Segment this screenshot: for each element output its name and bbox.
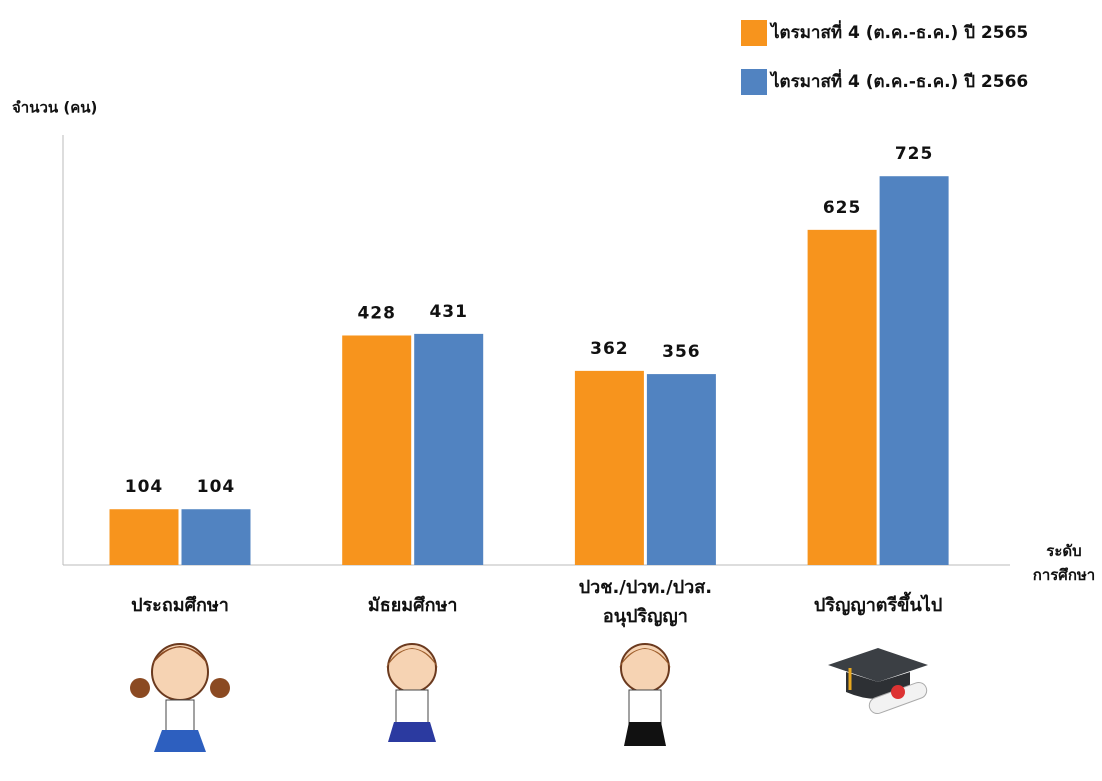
bar bbox=[109, 509, 179, 565]
x-tick-label: ประถมศึกษา bbox=[131, 595, 229, 616]
illustration-secondary bbox=[386, 643, 438, 742]
value-label: 104 bbox=[197, 477, 236, 497]
bar bbox=[879, 176, 949, 565]
value-label: 362 bbox=[590, 339, 629, 359]
bar bbox=[181, 509, 251, 565]
value-label: 104 bbox=[125, 477, 164, 497]
x-tick-label: ปวช./ปวท./ปวส.อนุปริญญา bbox=[579, 577, 712, 628]
bar bbox=[414, 333, 484, 565]
bar bbox=[342, 335, 412, 565]
value-label: 428 bbox=[357, 303, 396, 323]
value-label: 725 bbox=[895, 144, 934, 164]
bar bbox=[646, 374, 716, 565]
illustration-primary bbox=[130, 643, 230, 752]
value-label: 356 bbox=[662, 342, 701, 362]
bar bbox=[574, 370, 644, 565]
illustration-vocational bbox=[619, 643, 671, 746]
x-axis-label: ระดับการศึกษา bbox=[1033, 542, 1095, 584]
value-label: 625 bbox=[823, 198, 862, 218]
bar bbox=[807, 229, 877, 565]
legend-label: ไตรมาสที่ 4 (ต.ค.-ธ.ค.) ปี 2566 bbox=[769, 69, 1028, 92]
legend-swatch bbox=[741, 69, 767, 95]
y-axis-label: จำนวน (คน) bbox=[12, 99, 97, 117]
legend-label: ไตรมาสที่ 4 (ต.ค.-ธ.ค.) ปี 2565 bbox=[769, 20, 1028, 43]
illustration-graduation bbox=[828, 648, 928, 715]
legend-swatch bbox=[741, 20, 767, 46]
x-tick-label: มัธยมศึกษา bbox=[368, 595, 458, 616]
value-label: 431 bbox=[429, 302, 468, 322]
x-tick-label: ปริญญาตรีขึ้นไป bbox=[814, 591, 942, 616]
